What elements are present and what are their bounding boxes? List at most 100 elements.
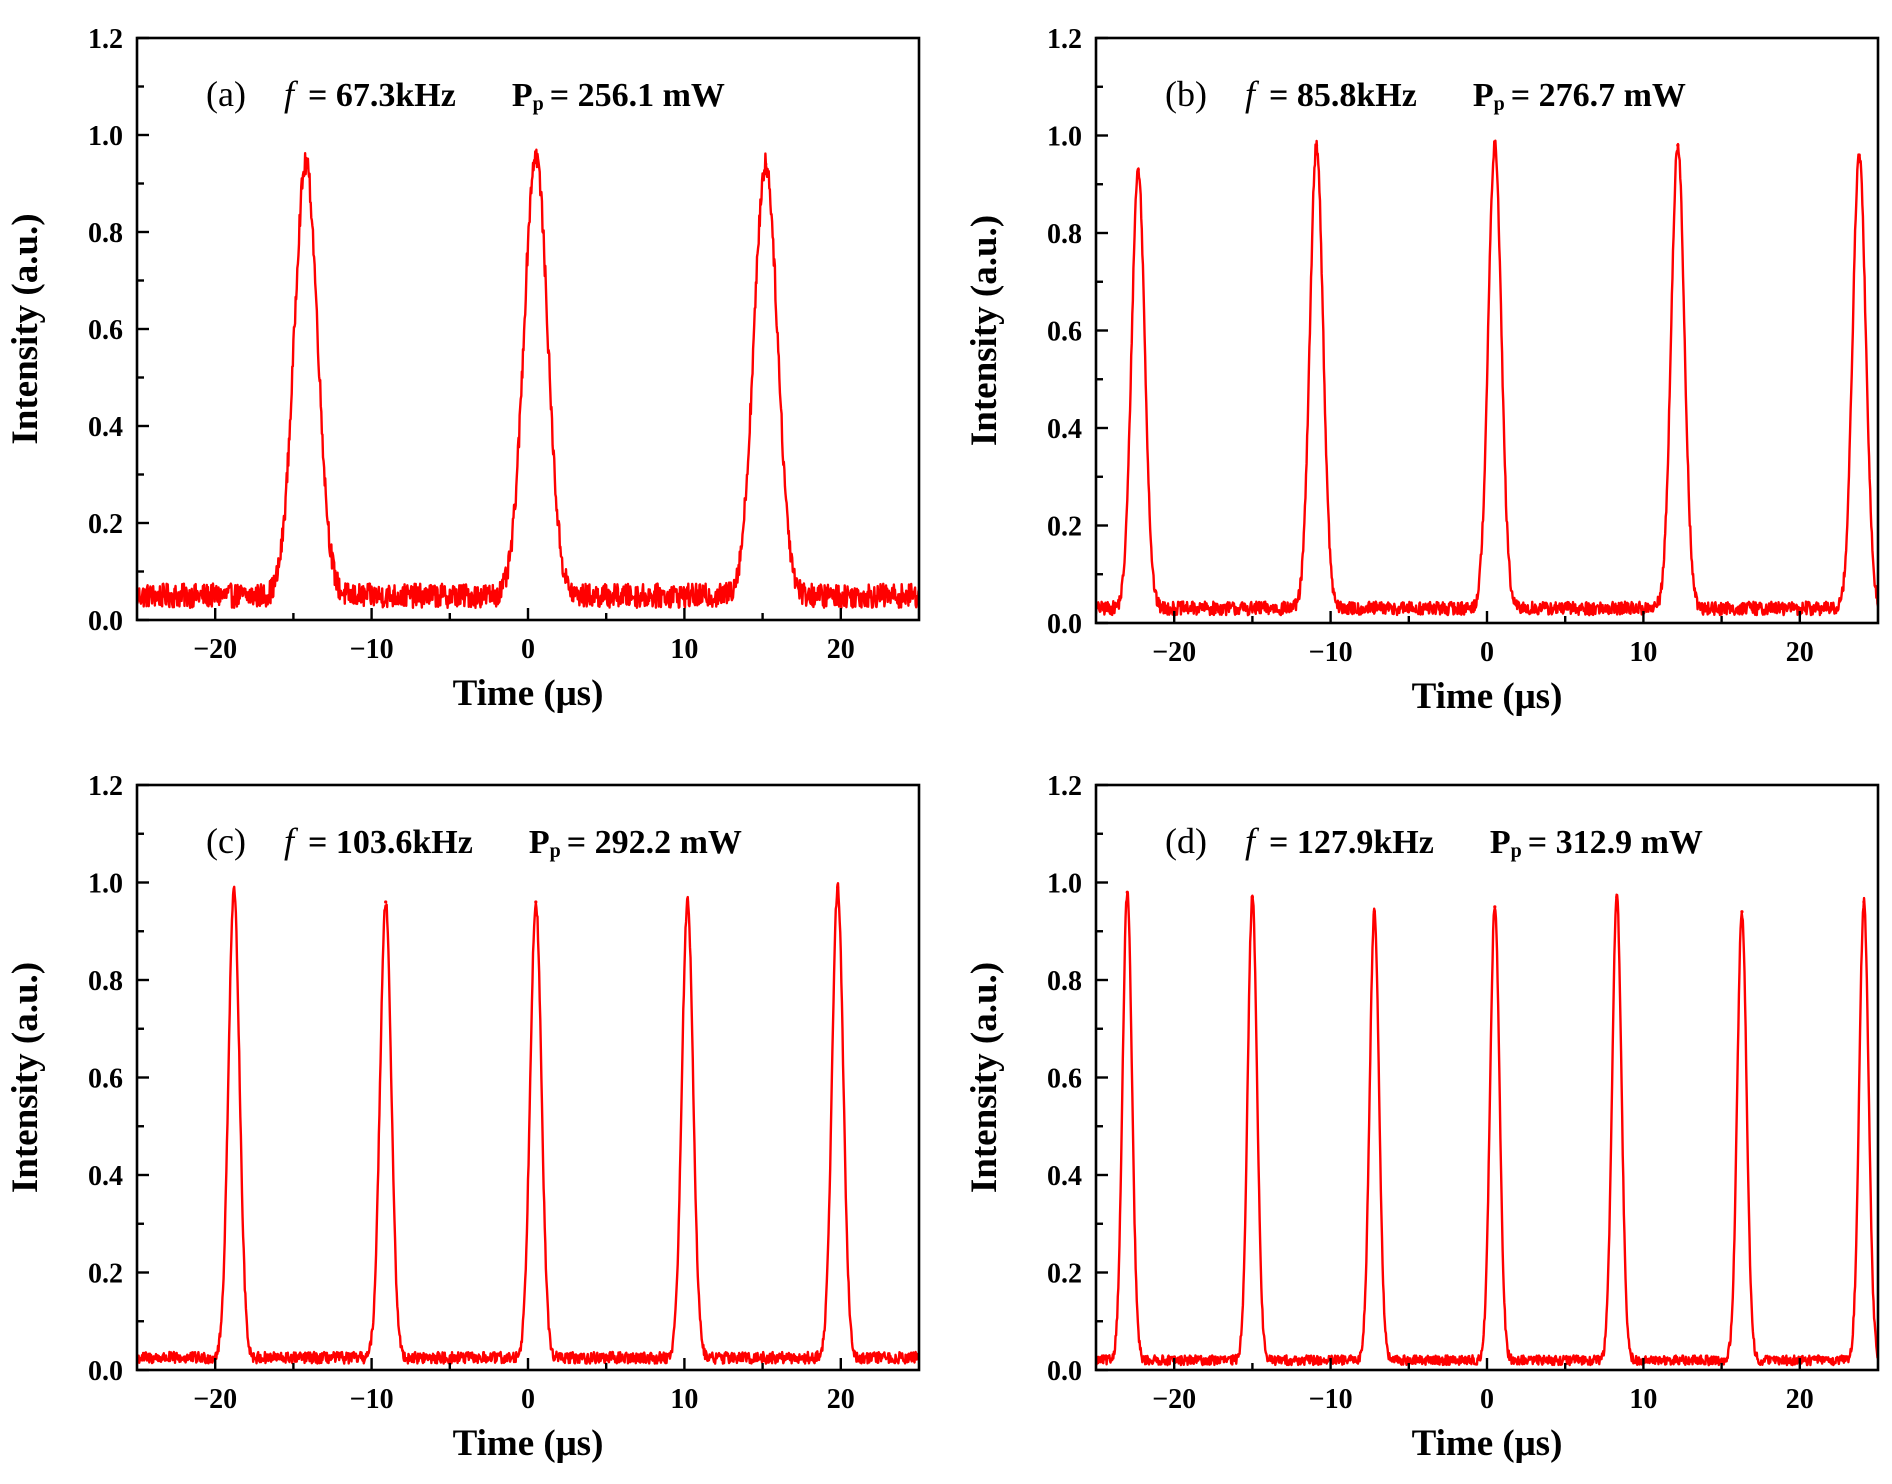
y-axis-title: Intensity (a.u.) — [5, 213, 46, 444]
pulse-peak-1 — [1136, 168, 1140, 172]
pump-power-value: = 312.9 mW — [1528, 824, 1703, 861]
pump-power-subscript: p — [533, 93, 544, 115]
y-tick-label: 0.2 — [88, 1259, 123, 1290]
x-tick-label: 0 — [1480, 637, 1494, 668]
x-tick-label: −20 — [193, 634, 237, 665]
x-tick-label: 10 — [1629, 637, 1657, 668]
y-tick-label: 0.2 — [1047, 512, 1082, 543]
pulse-trace — [1096, 139, 1878, 617]
y-tick-label: 0.0 — [88, 1356, 123, 1387]
pulse-peak-1 — [232, 890, 236, 894]
pump-power-symbol: P — [512, 77, 533, 114]
panel-a: −20 −10 0 10 20 0.0 0.2 0.4 0.6 0.8 1.0 1.2 Time (μs… — [5, 24, 921, 714]
y-tick-label: 0.0 — [88, 606, 123, 637]
x-tick-label: 20 — [827, 634, 855, 665]
frequency-symbol: f — [1245, 821, 1260, 861]
panel-annotation: (b) f = 85.8kHz Pp = 276.7 mW — [1165, 74, 1686, 115]
pulse-peak-7 — [1862, 900, 1866, 904]
pulse-peak-3 — [534, 900, 538, 904]
pulse-peak-2 — [534, 152, 538, 156]
pump-power-symbol: P — [529, 824, 550, 861]
frequency-value: = 67.3kHz — [308, 77, 456, 114]
x-tick-label: 0 — [521, 634, 535, 665]
frequency-symbol: f — [1245, 74, 1260, 114]
pulse-trace — [137, 148, 919, 610]
x-tick-label: 20 — [1786, 637, 1814, 668]
x-tick-label: 10 — [670, 634, 698, 665]
panel-annotation: (c) f = 103.6kHz Pp = 292.2 mW — [206, 821, 742, 862]
panel-annotation: (a) f = 67.3kHz Pp = 256.1 mW — [206, 74, 725, 115]
y-tick-label: 0.6 — [88, 1064, 123, 1095]
y-tick-label: 1.2 — [88, 771, 123, 802]
pump-power-symbol: P — [1473, 77, 1494, 114]
pump-power-value: = 256.1 mW — [550, 77, 725, 114]
x-axis-title: Time (μs) — [453, 1423, 604, 1464]
y-tick-label: 1.0 — [88, 869, 123, 900]
y-tick-label: 0.4 — [1047, 1161, 1082, 1192]
pulse-peak-5 — [1615, 895, 1619, 899]
pulse-peak-1 — [1125, 890, 1129, 894]
pulse-trace — [137, 882, 919, 1365]
y-axis-title: Intensity (a.u.) — [5, 962, 46, 1193]
y-tick-label: 1.2 — [88, 24, 123, 55]
panel-b: −20 −10 0 10 20 0.0 0.2 0.4 0.6 0.8 1.0 1.2 Time (μs… — [964, 24, 1880, 717]
panel-label: (a) — [206, 74, 246, 114]
y-tick-label: 1.2 — [1047, 24, 1082, 55]
pulse-peak-5 — [1857, 153, 1861, 157]
y-axis-title: Intensity (a.u.) — [964, 962, 1005, 1193]
y-tick-label: 0.8 — [88, 218, 123, 249]
panel-label: (d) — [1165, 821, 1207, 861]
x-tick-label: −10 — [350, 634, 394, 665]
x-tick-label: 0 — [521, 1384, 535, 1415]
pulse-trace — [1096, 891, 1878, 1367]
y-tick-label: 1.0 — [88, 121, 123, 152]
x-tick-label: −20 — [193, 1384, 237, 1415]
pulse-peak-2 — [384, 900, 388, 904]
x-tick-label: 20 — [1786, 1384, 1814, 1415]
x-tick-label: 10 — [1629, 1384, 1657, 1415]
y-tick-label: 0.2 — [1047, 1259, 1082, 1290]
y-tick-label: 1.0 — [1047, 122, 1082, 153]
x-tick-label: 10 — [670, 1384, 698, 1415]
plot-frame — [135, 36, 921, 622]
plot-frame — [135, 783, 921, 1372]
x-tick-label: −10 — [1309, 1384, 1353, 1415]
pulse-peak-3 — [1493, 143, 1497, 147]
x-tick-label: 20 — [827, 1384, 855, 1415]
panel-d: −20 −10 0 10 20 0.0 0.2 0.4 0.6 0.8 1.0 1.2 Time (μs… — [964, 771, 1880, 1464]
x-tick-label: −10 — [1309, 637, 1353, 668]
y-axis-title: Intensity (a.u.) — [964, 215, 1005, 446]
pulse-peak-3 — [764, 162, 768, 166]
panel-label: (c) — [206, 821, 246, 861]
pulse-peak-1 — [304, 162, 308, 166]
y-tick-label: 0.0 — [1047, 1356, 1082, 1387]
y-tick-label: 0.8 — [1047, 966, 1082, 997]
x-tick-label: 0 — [1480, 1384, 1494, 1415]
frequency-value: = 127.9kHz — [1269, 824, 1434, 861]
y-tick-label: 0.4 — [1047, 414, 1082, 445]
pump-power-subscript: p — [1511, 840, 1522, 862]
pump-power-value: = 276.7 mW — [1511, 77, 1686, 114]
y-tick-label: 1.0 — [1047, 869, 1082, 900]
frequency-symbol: f — [284, 821, 299, 861]
frequency-value: = 103.6kHz — [308, 824, 473, 861]
pump-power-subscript: p — [550, 840, 561, 862]
y-tick-label: 0.6 — [88, 315, 123, 346]
y-tick-label: 0.0 — [1047, 609, 1082, 640]
y-tick-label: 0.6 — [1047, 317, 1082, 348]
y-tick-label: 0.4 — [88, 412, 123, 443]
pulse-peak-2 — [1250, 895, 1254, 899]
panel-annotation: (d) f = 127.9kHz Pp = 312.9 mW — [1165, 821, 1703, 862]
x-tick-label: −20 — [1152, 637, 1196, 668]
y-tick-label: 0.2 — [88, 509, 123, 540]
x-tick-label: −20 — [1152, 1384, 1196, 1415]
frequency-symbol: f — [284, 74, 299, 114]
x-axis-title: Time (μs) — [1412, 1423, 1563, 1464]
pump-power-symbol: P — [1490, 824, 1511, 861]
pulse-peak-4 — [1493, 905, 1497, 909]
y-tick-label: 0.4 — [88, 1161, 123, 1192]
pump-power-value: = 292.2 mW — [567, 824, 742, 861]
panel-label: (b) — [1165, 74, 1207, 114]
pulse-peak-6 — [1740, 910, 1744, 914]
